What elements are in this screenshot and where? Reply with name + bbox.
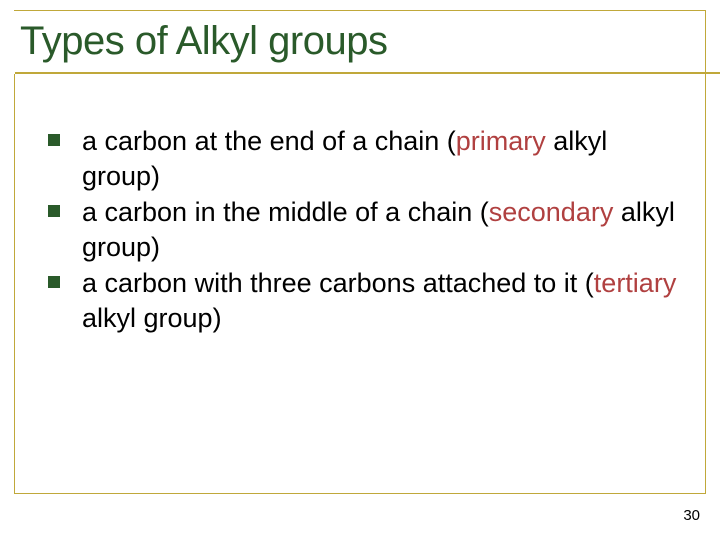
keyword: secondary xyxy=(489,197,614,227)
text-pre: a carbon at the end of a chain ( xyxy=(82,126,456,156)
keyword: tertiary xyxy=(594,268,677,298)
square-bullet-icon xyxy=(48,276,60,288)
square-bullet-icon xyxy=(48,205,60,217)
text-pre: a carbon with three carbons attached to … xyxy=(82,268,594,298)
bullet-text: a carbon with three carbons attached to … xyxy=(82,266,680,335)
title-underline xyxy=(15,72,720,74)
list-item: a carbon at the end of a chain (primary … xyxy=(48,124,680,193)
body-area: a carbon at the end of a chain (primary … xyxy=(48,124,680,337)
slide-title: Types of Alkyl groups xyxy=(20,19,387,64)
bullet-text: a carbon in the middle of a chain (secon… xyxy=(82,195,680,264)
keyword: primary xyxy=(456,126,546,156)
slide-number: 30 xyxy=(683,507,700,524)
list-item: a carbon in the middle of a chain (secon… xyxy=(48,195,680,264)
square-bullet-icon xyxy=(48,134,60,146)
list-item: a carbon with three carbons attached to … xyxy=(48,266,680,335)
text-post: alkyl group) xyxy=(82,303,222,333)
text-pre: a carbon in the middle of a chain ( xyxy=(82,197,489,227)
bullet-list: a carbon at the end of a chain (primary … xyxy=(48,124,680,335)
title-block: Types of Alkyl groups xyxy=(0,11,387,74)
bullet-text: a carbon at the end of a chain (primary … xyxy=(82,124,680,193)
